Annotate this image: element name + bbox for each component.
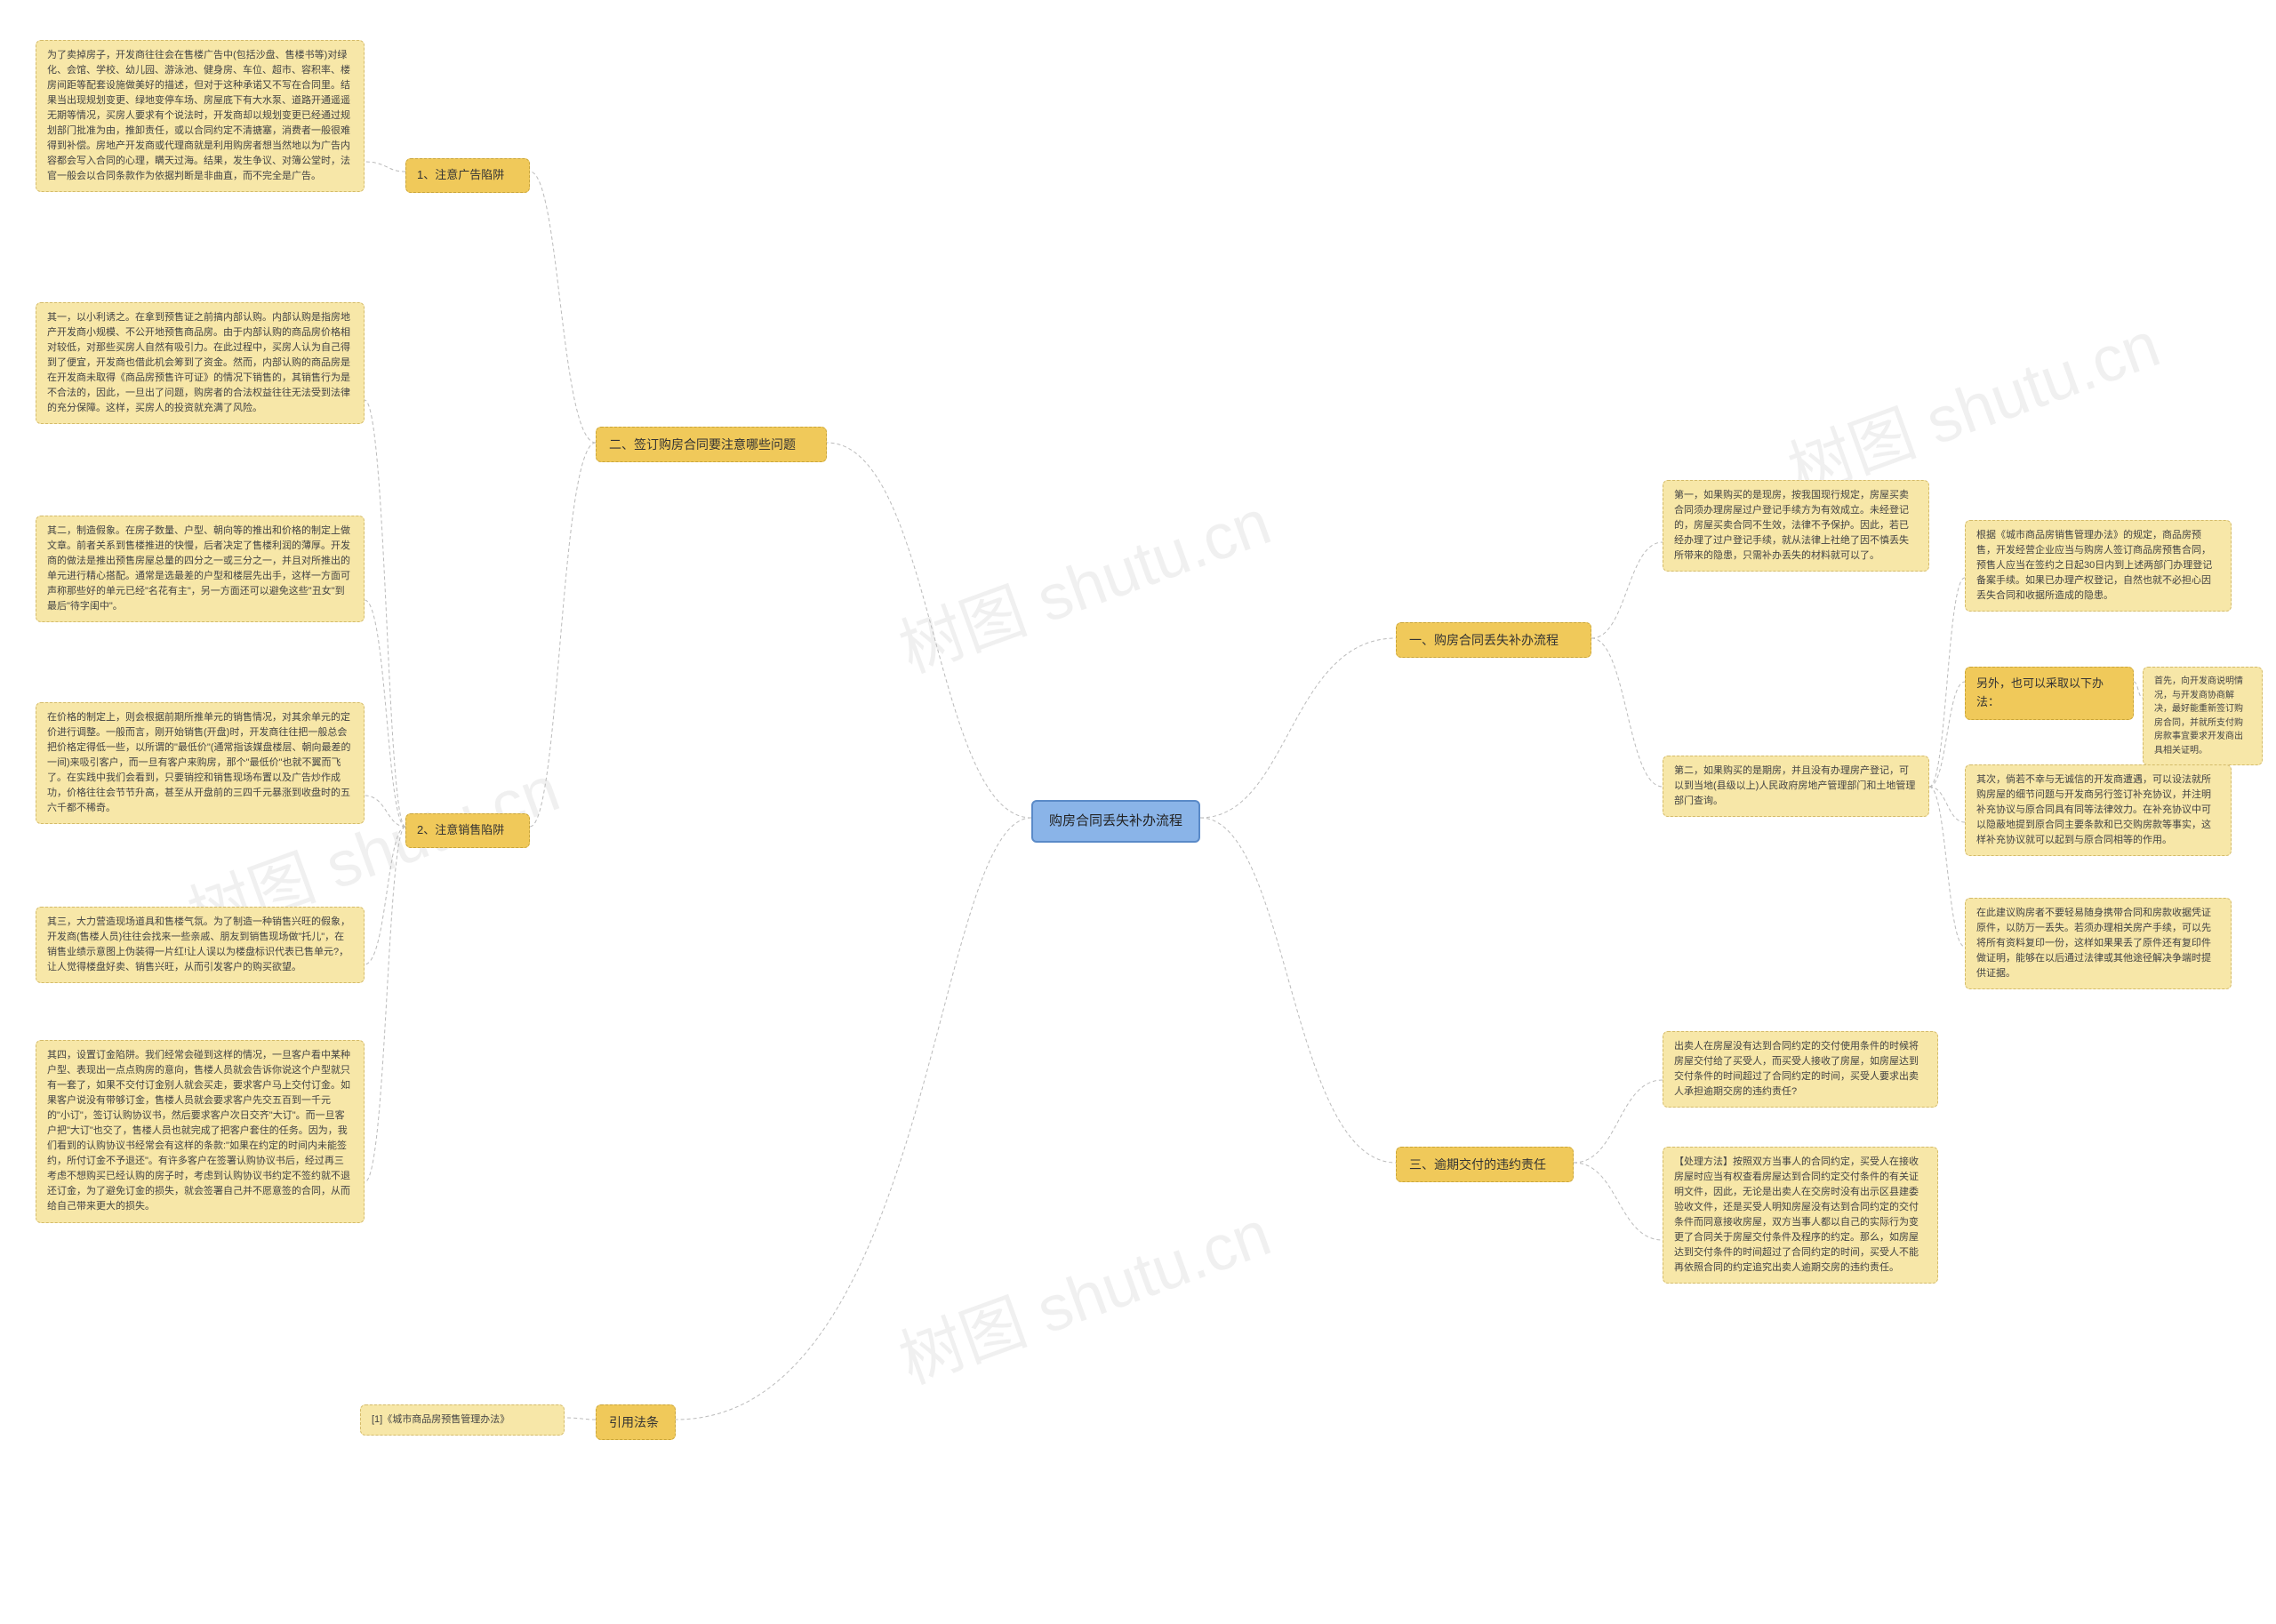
- leaf-r1-0: 第一，如果购买的是现房，按我国现行规定，房屋买卖合同须办理房屋过户登记手续方为有…: [1663, 480, 1929, 572]
- watermark: 树图 shutu.cn: [885, 470, 1281, 691]
- leaf-text: 第一，如果购买的是现房，按我国现行规定，房屋买卖合同须办理房屋过户登记手续方为有…: [1674, 490, 1909, 561]
- branch-label: 二、签订购房合同要注意哪些问题: [609, 437, 796, 452]
- leaf-r1-1-sub3: 在此建议购房者不要轻易随身携带合同和房款收据凭证原件，以防万一丢失。若须办理相关…: [1965, 898, 2232, 989]
- leaf-text: 出卖人在房屋没有达到合同约定的交付使用条件的时候将房屋交付给了买受人，而买受人接…: [1674, 1041, 1919, 1097]
- leaf-text: 其四，设置订金陷阱。我们经常会碰到这样的情况，一旦客户看中某种户型、表现出一点点…: [47, 1050, 350, 1212]
- leaf-l1-1-1: 其二，制造假象。在房子数量、户型、朝向等的推出和价格的制定上做文章。前者关系到售…: [36, 516, 365, 622]
- branch-label: 一、购房合同丢失补办流程: [1409, 633, 1559, 647]
- sub-l1-1[interactable]: 2、注意销售陷阱: [405, 813, 530, 848]
- leaf-r1-1-sub0: 根据《城市商品房销售管理办法》的规定，商品房预售，开发经营企业应当与购房人签订商…: [1965, 520, 2232, 612]
- leaf-r2-1: 【处理方法】按照双方当事人的合同约定，买受人在接收房屋时应当有权查看房屋达到合同…: [1663, 1147, 1938, 1284]
- center-node[interactable]: 购房合同丢失补办流程: [1031, 800, 1200, 843]
- branch-l2[interactable]: 引用法条: [596, 1404, 676, 1440]
- leaf-l1-1-2: 在价格的制定上，则会根据前期所推单元的销售情况，对其余单元的定价进行调整。一般而…: [36, 702, 365, 824]
- leaf-text: 其一，以小利诱之。在拿到预售证之前搞内部认购。内部认购是指房地产开发商小规模、不…: [47, 312, 350, 413]
- leaf-l1-1-4: 其四，设置订金陷阱。我们经常会碰到这样的情况，一旦客户看中某种户型、表现出一点点…: [36, 1040, 365, 1223]
- leaf-text: 另外，也可以采取以下办法：: [1976, 676, 2104, 708]
- branch-r2[interactable]: 三、逾期交付的违约责任: [1396, 1147, 1574, 1182]
- sub-label: [1]《城市商品房预售管理办法》: [372, 1414, 509, 1425]
- branch-l1[interactable]: 二、签订购房合同要注意哪些问题: [596, 427, 827, 462]
- leaf-text: 在此建议购房者不要轻易随身携带合同和房款收据凭证原件，以防万一丢失。若须办理相关…: [1976, 908, 2211, 979]
- leaf-text: 根据《城市商品房销售管理办法》的规定，商品房预售，开发经营企业应当与购房人签订商…: [1976, 530, 2212, 601]
- watermark: 树图 shutu.cn: [885, 1181, 1281, 1402]
- leaf-l1-1-3: 其三，大力营造现场道具和售楼气氛。为了制造一种销售兴旺的假象，开发商(售楼人员)…: [36, 907, 365, 983]
- sub-label: 2、注意销售陷阱: [417, 823, 504, 836]
- leaf-text: 其次，倘若不幸与无诚信的开发商遭遇，可以设法就所购房屋的细节问题与开发商另行签订…: [1976, 774, 2211, 845]
- leaf-r1-1-sub1[interactable]: 另外，也可以采取以下办法：: [1965, 667, 2134, 720]
- leaf-text: 在价格的制定上，则会根据前期所推单元的销售情况，对其余单元的定价进行调整。一般而…: [47, 712, 350, 813]
- branch-label: 引用法条: [609, 1415, 659, 1429]
- leaf-r1-1-sub2: 其次，倘若不幸与无诚信的开发商遭遇，可以设法就所购房屋的细节问题与开发商另行签订…: [1965, 764, 2232, 856]
- leaf-text: 为了卖掉房子，开发商往往会在售楼广告中(包括沙盘、售楼书等)对绿化、会馆、学校、…: [47, 50, 350, 181]
- leaf-r2-0: 出卖人在房屋没有达到合同约定的交付使用条件的时候将房屋交付给了买受人，而买受人接…: [1663, 1031, 1938, 1108]
- leaf-l1-1-0: 其一，以小利诱之。在拿到预售证之前搞内部认购。内部认购是指房地产开发商小规模、不…: [36, 302, 365, 424]
- leaf-r1-1: 第二，如果购买的是期房，并且没有办理房产登记，可以到当地(县级以上)人民政府房地…: [1663, 756, 1929, 817]
- branch-r1[interactable]: 一、购房合同丢失补办流程: [1396, 622, 1591, 658]
- leaf-text: 其三，大力营造现场道具和售楼气氛。为了制造一种销售兴旺的假象，开发商(售楼人员)…: [47, 916, 350, 972]
- leaf-text: 其二，制造假象。在房子数量、户型、朝向等的推出和价格的制定上做文章。前者关系到售…: [47, 525, 350, 612]
- leaf-text: 首先，向开发商说明情况，与开发商协商解决，最好能重新签订购房合同，并就所支付购房…: [2154, 676, 2243, 756]
- leaf-r1-1-sub1-inline: 首先，向开发商说明情况，与开发商协商解决，最好能重新签订购房合同，并就所支付购房…: [2143, 667, 2263, 765]
- center-label: 购房合同丢失补办流程: [1049, 813, 1182, 828]
- leaf-text: 【处理方法】按照双方当事人的合同约定，买受人在接收房屋时应当有权查看房屋达到合同…: [1674, 1156, 1919, 1273]
- branch-label: 三、逾期交付的违约责任: [1409, 1157, 1546, 1172]
- leaf-text: 第二，如果购买的是期房，并且没有办理房产登记，可以到当地(县级以上)人民政府房地…: [1674, 765, 1915, 806]
- leaf-l1-0-0: 为了卖掉房子，开发商往往会在售楼广告中(包括沙盘、售楼书等)对绿化、会馆、学校、…: [36, 40, 365, 192]
- sub-label: 1、注意广告陷阱: [417, 168, 504, 181]
- sub-l1-0[interactable]: 1、注意广告陷阱: [405, 158, 530, 193]
- sub-l2-0: [1]《城市商品房预售管理办法》: [360, 1404, 565, 1436]
